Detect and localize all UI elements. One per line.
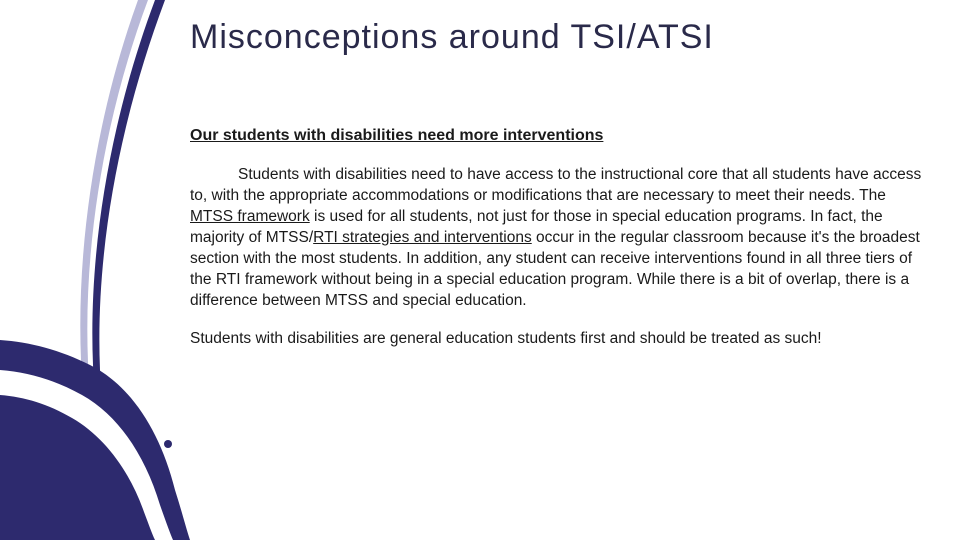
mtss-framework-link[interactable]: MTSS framework bbox=[190, 208, 310, 225]
body-text-pre: Students with disabilities need to have … bbox=[190, 166, 921, 204]
content-area: Misconceptions around TSI/ATSI Our stude… bbox=[190, 18, 930, 368]
slide-title: Misconceptions around TSI/ATSI bbox=[190, 18, 930, 57]
slide-subheading: Our students with disabilities need more… bbox=[190, 127, 930, 145]
rti-strategies-link[interactable]: RTI strategies and interventions bbox=[313, 229, 532, 246]
slide: Misconceptions around TSI/ATSI Our stude… bbox=[0, 0, 960, 540]
closing-paragraph: Students with disabilities are general e… bbox=[190, 329, 930, 350]
body-paragraph: Students with disabilities need to have … bbox=[190, 165, 930, 311]
